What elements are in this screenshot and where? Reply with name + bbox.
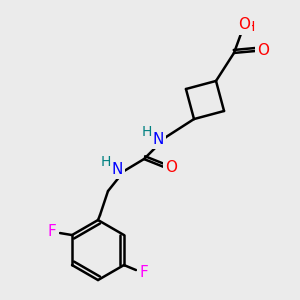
Text: H: H — [245, 20, 255, 34]
Text: N: N — [152, 132, 164, 147]
Text: O: O — [238, 17, 250, 32]
Text: H: H — [101, 155, 111, 169]
Text: F: F — [140, 265, 148, 280]
Text: H: H — [142, 125, 152, 139]
Text: O: O — [165, 160, 177, 175]
Text: N: N — [111, 162, 123, 177]
Text: F: F — [48, 224, 56, 238]
Text: O: O — [257, 44, 269, 59]
